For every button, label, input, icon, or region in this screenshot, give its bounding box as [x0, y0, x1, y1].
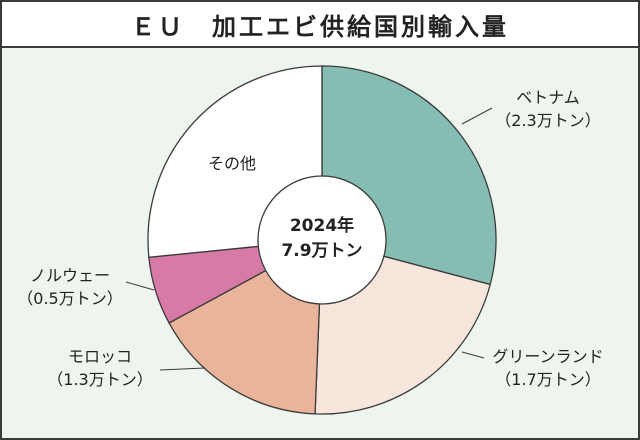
slice-label-greenland-value: （1.7万トン） — [495, 370, 600, 389]
slice-label-vietnam-value: （2.3万トン） — [495, 111, 600, 130]
center-label-year: 2024年 — [290, 215, 354, 236]
leader-line-morocco — [159, 367, 206, 371]
slice-label-morocco-name: モロッコ — [68, 347, 132, 366]
slice-label-norway-value: （0.5万トン） — [17, 289, 122, 308]
slice-label-other-name: その他 — [208, 154, 256, 173]
title-bar: ＥＵ 加工エビ供給国別輸入量 — [2, 2, 638, 48]
slice-label-greenland-name: グリーンランド — [492, 347, 603, 366]
slice-label-morocco-value: （1.3万トン） — [47, 370, 152, 389]
chart-title: ＥＵ 加工エビ供給国別輸入量 — [131, 12, 509, 41]
center-label-total: 7.9万トン — [281, 241, 362, 261]
slice-label-vietnam-name: ベトナム — [516, 88, 580, 107]
leader-line-vietnam — [461, 107, 493, 125]
slice-label-norway-name: ノルウェー — [30, 266, 110, 285]
donut-hole — [257, 175, 387, 305]
leader-line-norway — [125, 281, 155, 291]
leader-line-greenland — [461, 351, 485, 359]
